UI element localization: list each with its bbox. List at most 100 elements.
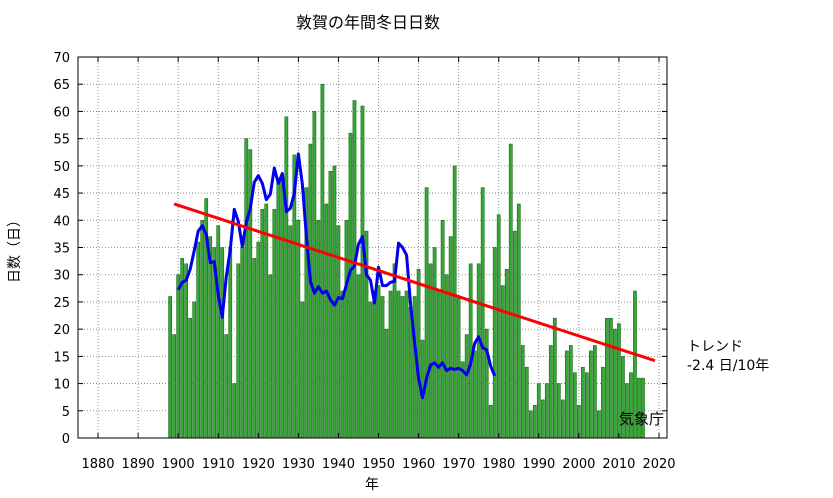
x-tick-label: 1950 xyxy=(362,457,395,472)
x-tick-label: 1910 xyxy=(202,457,235,472)
x-tick-label: 1980 xyxy=(482,457,515,472)
bar xyxy=(532,405,537,439)
bar xyxy=(601,366,605,439)
bar xyxy=(589,350,593,439)
bar xyxy=(256,241,261,439)
bar xyxy=(360,105,365,439)
y-axis-label: 日数（日） xyxy=(7,213,23,283)
bar xyxy=(432,247,437,439)
bar xyxy=(344,219,349,439)
bar xyxy=(384,328,389,439)
bar xyxy=(464,334,469,439)
bar xyxy=(416,268,421,439)
x-tick-label: 2010 xyxy=(602,457,635,472)
bar xyxy=(272,209,277,439)
bar xyxy=(484,328,489,439)
bar xyxy=(496,214,501,439)
bar xyxy=(188,317,193,439)
bar xyxy=(368,301,373,439)
x-tick-label: 1880 xyxy=(81,457,114,472)
y-tick-label: 55 xyxy=(53,133,70,148)
bar xyxy=(244,138,249,439)
line-series xyxy=(173,152,656,400)
bar xyxy=(516,203,521,439)
bar xyxy=(176,274,181,439)
y-tick-label: 40 xyxy=(53,214,70,229)
x-tick-label: 1930 xyxy=(282,457,315,472)
bar xyxy=(609,317,613,439)
bar xyxy=(172,334,177,439)
y-tick-label: 0 xyxy=(62,432,70,447)
bar xyxy=(340,290,345,439)
grid xyxy=(78,57,667,438)
bar xyxy=(524,366,529,439)
y-axis: 0 5 10 15 20 25 30 35 40 45 50 55 60 65 70 xyxy=(53,51,667,447)
bar xyxy=(388,290,393,439)
bar xyxy=(528,410,533,439)
bar xyxy=(572,372,577,439)
bar xyxy=(312,111,317,439)
bar xyxy=(392,263,397,439)
bar xyxy=(232,383,237,439)
x-tick-label: 1920 xyxy=(242,457,275,472)
bar xyxy=(488,405,493,439)
bar xyxy=(260,209,265,439)
bar xyxy=(585,372,589,439)
bar xyxy=(236,263,241,439)
bar xyxy=(400,296,405,439)
bar xyxy=(544,383,549,439)
bar xyxy=(216,225,221,439)
bar xyxy=(264,203,269,439)
bar xyxy=(208,236,213,439)
bar xyxy=(372,290,377,439)
y-tick-label: 30 xyxy=(53,269,70,284)
trend-line xyxy=(173,202,656,363)
bar xyxy=(605,317,609,439)
bar xyxy=(288,225,293,439)
bar xyxy=(280,176,285,439)
bar xyxy=(472,350,477,439)
y-tick-label: 10 xyxy=(53,378,70,393)
y-tick-label: 45 xyxy=(53,187,70,202)
bar xyxy=(452,165,457,439)
bar xyxy=(348,132,353,439)
bar xyxy=(492,247,497,439)
bar xyxy=(200,219,205,439)
bar xyxy=(548,345,553,439)
bar xyxy=(629,372,633,439)
bar xyxy=(316,219,321,439)
x-tick-label: 1940 xyxy=(322,457,355,472)
bar xyxy=(560,399,565,439)
bar xyxy=(476,263,481,439)
y-tick-label: 25 xyxy=(53,296,70,311)
y-tick-label: 20 xyxy=(53,323,70,338)
bar xyxy=(424,187,429,439)
bar xyxy=(356,274,361,439)
bar xyxy=(224,334,229,439)
bar xyxy=(376,285,381,439)
bar xyxy=(540,399,545,439)
bar xyxy=(168,296,173,439)
bar xyxy=(300,301,305,439)
bar xyxy=(428,263,433,439)
x-tick-label: 2020 xyxy=(642,457,675,472)
bar xyxy=(284,116,289,439)
bar xyxy=(324,203,329,439)
y-tick-label: 15 xyxy=(53,350,70,365)
x-axis: 1880 1890 1900 1910 1920 1930 1940 1950 1960 1970… xyxy=(81,57,676,472)
bar xyxy=(593,345,597,439)
bar xyxy=(184,263,189,439)
bar xyxy=(196,241,201,439)
bar xyxy=(228,247,233,439)
chart-title: 敦賀の年間冬日日数 xyxy=(296,13,440,32)
bar xyxy=(268,274,273,439)
bar xyxy=(568,345,573,439)
bar xyxy=(556,383,561,439)
x-axis-label: 年 xyxy=(365,477,379,493)
y-tick-label: 50 xyxy=(53,160,70,175)
bar xyxy=(320,83,325,439)
bar xyxy=(308,143,313,439)
x-tick-label: 1990 xyxy=(522,457,555,472)
y-tick-label: 70 xyxy=(53,51,70,66)
